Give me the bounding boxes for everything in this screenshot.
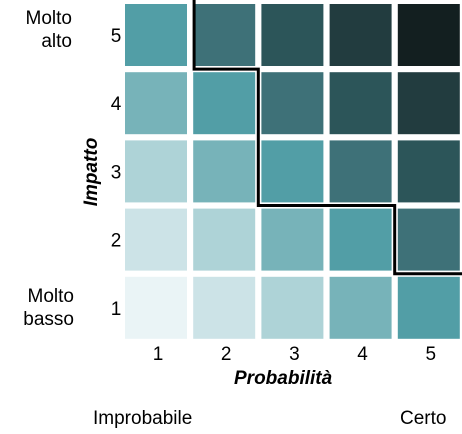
heat-cell-p1-i4: [125, 72, 187, 135]
y-axis-label: Impatto: [81, 138, 102, 207]
y-tick-labels: 1 2 3 4 5: [111, 26, 122, 320]
heat-cell-p5-i5: [397, 4, 460, 66]
y-low-end-label: Molto basso: [23, 286, 74, 330]
heat-cell-p4-i3: [329, 140, 392, 203]
x-tick-3: 3: [289, 344, 300, 365]
x-tick-1: 1: [153, 344, 164, 365]
x-tick-4: 4: [357, 344, 368, 365]
y-tick-5: 5: [111, 26, 122, 47]
y-tick-1: 1: [111, 299, 122, 320]
heat-cell-p5-i2: [397, 208, 460, 271]
heat-cell-p3-i3: [261, 140, 324, 203]
heat-cell-p2-i5: [193, 4, 256, 66]
heat-cell-p1-i2: [125, 208, 187, 271]
heat-cell-p5-i1: [397, 276, 460, 339]
risk-threshold-line: [192, 0, 462, 276]
heat-cell-p4-i5: [329, 4, 392, 66]
heat-cell-p5-i3: [397, 140, 460, 203]
heat-cell-p2-i1: [193, 276, 256, 339]
heat-cell-p1-i1: [125, 276, 187, 339]
heatmap-cells: [125, 4, 460, 339]
heat-cell-p2-i4: [193, 72, 256, 135]
x-axis-label: Probabilità: [234, 368, 333, 389]
heat-cell-p3-i4: [261, 72, 324, 135]
heat-cell-p1-i5: [125, 4, 187, 66]
heat-cell-p5-i4: [397, 72, 460, 135]
y-high-end-label: Molto alto: [25, 8, 72, 52]
heat-cell-p2-i2: [193, 208, 256, 271]
y-tick-4: 4: [111, 94, 122, 115]
heat-cell-p3-i5: [261, 4, 324, 66]
x-tick-2: 2: [221, 344, 232, 365]
heat-cell-p4-i2: [329, 208, 392, 271]
heat-cell-p1-i3: [125, 140, 187, 203]
heat-cell-p2-i3: [193, 140, 256, 203]
x-tick-5: 5: [426, 344, 437, 365]
heat-cell-p4-i1: [329, 276, 392, 339]
heat-cell-p3-i1: [261, 276, 324, 339]
x-low-end-label: Improbabile: [93, 408, 193, 429]
y-tick-2: 2: [111, 231, 122, 252]
x-high-end-label: Certo: [400, 408, 447, 429]
heat-cell-p3-i2: [261, 208, 324, 271]
y-tick-3: 3: [111, 162, 122, 183]
heat-cell-p4-i4: [329, 72, 392, 135]
x-tick-labels: 1 2 3 4 5: [153, 344, 436, 365]
